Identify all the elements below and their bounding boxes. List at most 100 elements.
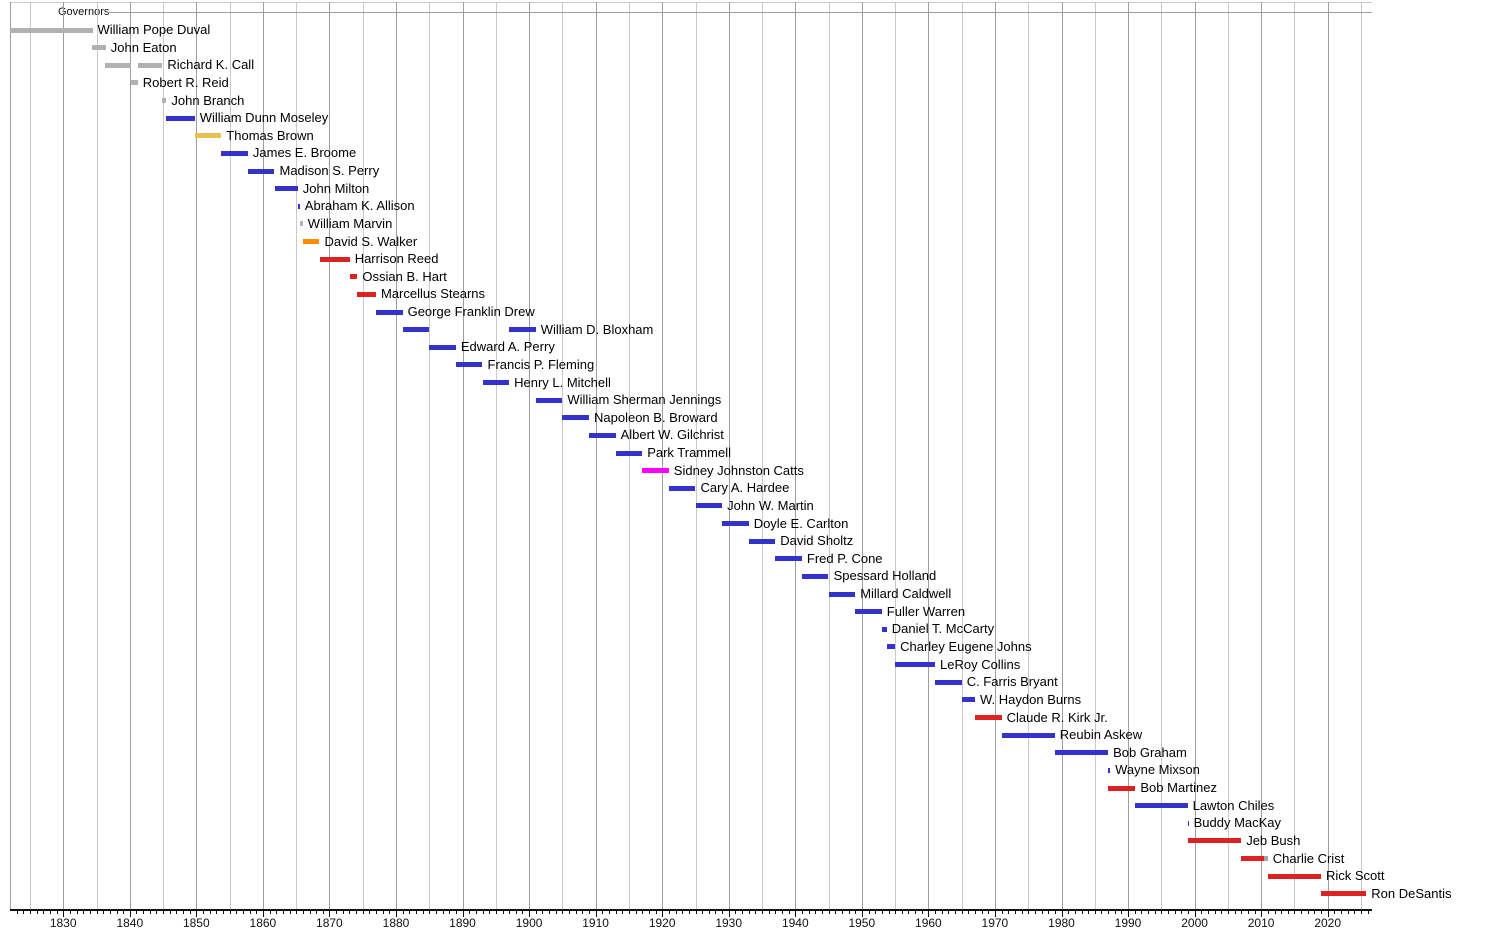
axis-minor-tick	[123, 910, 125, 914]
governor-label-john-milton[interactable]: John Milton	[302, 180, 370, 196]
governor-label-doyle-e-carlton[interactable]: Doyle E. Carlton	[753, 515, 849, 531]
governor-label-william-dunn-moseley[interactable]: William Dunn Moseley	[199, 110, 329, 126]
governor-label-napoleon-b-broward[interactable]: Napoleon B. Broward	[594, 409, 718, 425]
term-bar-john-w-martin	[695, 503, 723, 509]
governor-label-wayne-mixson[interactable]: Wayne Mixson	[1115, 762, 1200, 778]
axis-minor-tick	[1207, 910, 1209, 914]
governor-label-rick-scott[interactable]: Rick Scott	[1326, 868, 1385, 884]
governor-label-david-s-walker[interactable]: David S. Walker	[324, 233, 418, 249]
axis-label-1860: 1860	[249, 916, 277, 929]
gridline-1865	[296, 2, 298, 909]
term-bar-edward-a-perry	[429, 344, 456, 350]
axis-minor-tick	[282, 910, 284, 914]
term-bar-ossian-b-hart	[349, 274, 358, 280]
governor-label-spessard-holland[interactable]: Spessard Holland	[833, 568, 937, 584]
axis-minor-tick	[1161, 910, 1163, 914]
governor-label-john-branch[interactable]: John Branch	[171, 92, 245, 108]
governor-label-ossian-b-hart[interactable]: Ossian B. Hart	[362, 268, 447, 284]
governor-label-abraham-k-allison[interactable]: Abraham K. Allison	[304, 198, 415, 214]
axis-minor-tick	[242, 910, 244, 914]
governor-label-harrison-reed[interactable]: Harrison Reed	[354, 251, 439, 267]
axis-minor-tick	[23, 910, 25, 914]
axis-minor-tick	[635, 910, 637, 914]
axis-minor-tick	[935, 910, 936, 914]
governor-label-w-haydon-burns[interactable]: W. Haydon Burns	[980, 691, 1082, 707]
axis-minor-tick	[429, 910, 431, 914]
governor-label-william-marvin[interactable]: William Marvin	[307, 215, 393, 231]
axis-minor-tick	[695, 910, 697, 914]
governor-label-francis-p-fleming[interactable]: Francis P. Fleming	[487, 356, 595, 372]
axis-minor-tick	[1301, 910, 1303, 914]
governor-label-william-pope-duval[interactable]: William Pope Duval	[97, 22, 211, 37]
axis-minor-tick	[109, 910, 111, 914]
axis-label-2000: 2000	[1181, 916, 1208, 929]
governor-label-james-e-broome[interactable]: James E. Broome	[252, 145, 357, 161]
term-bar-fred-p-cone	[775, 556, 802, 562]
governor-label-bob-martinez[interactable]: Bob Martinez	[1140, 780, 1217, 795]
governor-label-claude-r-kirk-jr[interactable]: Claude R. Kirk Jr.	[1006, 709, 1108, 725]
axis-minor-tick	[309, 910, 311, 914]
governor-label-jeb-bush[interactable]: Jeb Bush	[1246, 832, 1301, 848]
governor-label-david-sholtz[interactable]: David Sholtz	[780, 533, 854, 549]
governor-label-marcellus-stearns[interactable]: Marcellus Stearns	[381, 286, 486, 302]
governor-label-daniel-t-mccarty[interactable]: Daniel T. McCarty	[891, 621, 995, 637]
governor-label-richard-k-call[interactable]: Richard K. Call	[167, 57, 255, 73]
governor-label-lawton-chiles[interactable]: Lawton Chiles	[1192, 797, 1275, 813]
governor-label-cary-a-hardee[interactable]: Cary A. Hardee	[700, 480, 790, 496]
gridline-domain-start	[10, 2, 11, 909]
axis-label-1940: 1940	[781, 916, 809, 929]
term-bar-richard-k-call-2	[137, 62, 163, 68]
governor-label-edward-a-perry[interactable]: Edward A. Perry	[460, 339, 555, 355]
term-bar-rick-scott	[1267, 873, 1321, 879]
term-bar-william-d-bloxham-2	[509, 327, 536, 333]
governor-label-fred-p-cone[interactable]: Fred P. Cone	[806, 550, 883, 566]
axis-label-1960: 1960	[915, 916, 942, 929]
governor-label-charlie-crist[interactable]: Charlie Crist	[1272, 850, 1345, 866]
axis-major-tick-1970	[994, 910, 996, 917]
axis-minor-tick	[1088, 910, 1090, 914]
axis-minor-tick	[249, 910, 251, 914]
axis-minor-tick	[821, 910, 823, 914]
governor-label-ron-desantis[interactable]: Ron DeSantis	[1371, 885, 1452, 901]
governor-label-charley-eugene-johns[interactable]: Charley Eugene Johns	[900, 638, 1032, 654]
term-bar-ron-desantis	[1321, 891, 1367, 897]
axis-label-1880: 1880	[382, 916, 410, 929]
term-bar-jeb-bush	[1187, 838, 1242, 844]
axis-minor-tick	[302, 910, 304, 914]
axis-minor-tick	[475, 910, 477, 914]
governor-label-millard-caldwell[interactable]: Millard Caldwell	[860, 586, 952, 602]
axis-minor-tick	[136, 910, 138, 914]
governor-label-albert-w-gilchrist[interactable]: Albert W. Gilchrist	[620, 427, 724, 443]
governor-label-leroy-collins[interactable]: LeRoy Collins	[940, 656, 1021, 672]
governor-label-william-d-bloxham[interactable]: William D. Bloxham	[540, 321, 654, 337]
gridline-1905	[562, 2, 564, 909]
axis-minor-tick	[49, 910, 51, 914]
axis-minor-tick	[163, 910, 165, 914]
governor-label-buddy-mackay[interactable]: Buddy MacKay	[1193, 815, 1282, 831]
axis-minor-tick	[236, 910, 238, 914]
axis-minor-tick	[788, 910, 790, 914]
governor-label-george-franklin-drew[interactable]: George Franklin Drew	[407, 304, 535, 319]
governor-label-sidney-johnston-catts[interactable]: Sidney Johnston Catts	[673, 462, 804, 478]
governor-label-john-eaton[interactable]: John Eaton	[110, 39, 177, 55]
governor-label-reubin-askew[interactable]: Reubin Askew	[1059, 727, 1143, 743]
governor-label-thomas-brown[interactable]: Thomas Brown	[226, 127, 314, 143]
governor-label-john-w-martin[interactable]: John W. Martin	[727, 497, 814, 513]
gridline-2025	[1361, 2, 1362, 909]
term-bar-bob-martinez	[1108, 785, 1136, 791]
axis-minor-tick	[502, 910, 504, 914]
governor-label-park-trammell[interactable]: Park Trammell	[647, 445, 731, 460]
axis-minor-tick	[156, 910, 158, 914]
axis-minor-tick	[1141, 910, 1143, 914]
term-bar-marcellus-stearns	[357, 291, 376, 297]
governor-label-robert-r-reid[interactable]: Robert R. Reid	[142, 74, 229, 90]
axis-minor-tick	[542, 910, 544, 914]
governor-label-bob-graham[interactable]: Bob Graham	[1113, 744, 1187, 760]
governor-label-fuller-warren[interactable]: Fuller Warren	[886, 603, 966, 619]
gridline-1935	[762, 2, 763, 909]
axis-minor-tick	[522, 910, 524, 914]
governor-label-henry-l-mitchell[interactable]: Henry L. Mitchell	[514, 374, 611, 390]
governor-label-william-sherman-jennings[interactable]: William Sherman Jennings	[567, 392, 722, 408]
governor-label-c-farris-bryant[interactable]: C. Farris Bryant	[966, 674, 1058, 690]
governor-label-madison-s-perry[interactable]: Madison S. Perry	[279, 163, 380, 178]
